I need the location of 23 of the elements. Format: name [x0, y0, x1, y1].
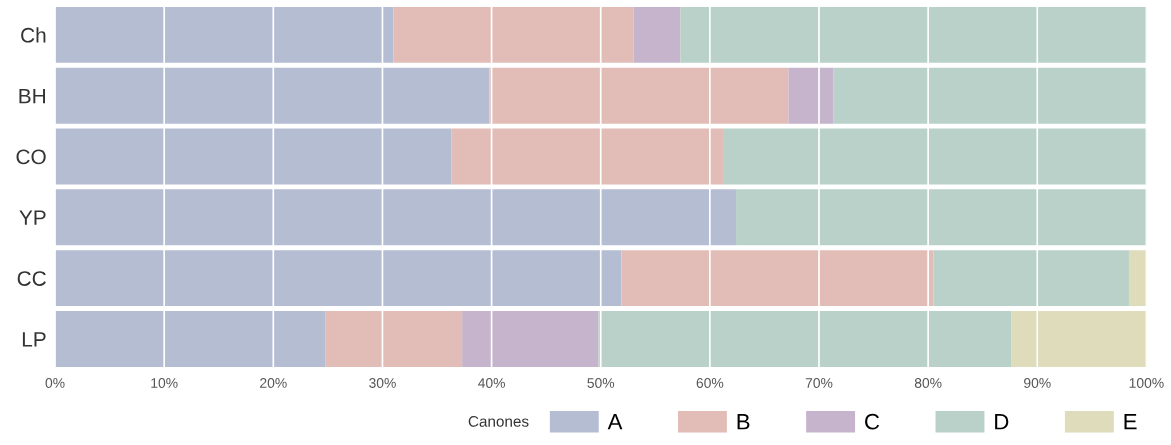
- legend-label: D: [995, 414, 1009, 430]
- y-tick-label: YP: [19, 210, 46, 225]
- y-tick-label: CC: [17, 271, 46, 286]
- legend-title: Canones: [468, 415, 529, 427]
- legend-label: A: [607, 414, 623, 430]
- x-tick-label: 50%: [587, 378, 615, 388]
- x-tick-label: 90%: [1024, 378, 1051, 388]
- x-tick-label: 100%: [1129, 378, 1164, 388]
- x-tick-label: 30%: [369, 378, 396, 388]
- x-tick-label: 0%: [45, 378, 65, 388]
- y-tick-label: BH: [19, 88, 45, 104]
- y-tick-label: CO: [16, 149, 46, 165]
- y-tick-label: Ch: [21, 27, 46, 43]
- x-tick-label: 60%: [696, 378, 724, 388]
- x-tick-label: 10%: [151, 378, 178, 388]
- x-tick-label: 80%: [914, 378, 942, 388]
- legend-label: B: [737, 414, 750, 430]
- legend-label: E: [1124, 414, 1137, 430]
- y-tick-label: LP: [22, 332, 46, 347]
- x-tick-label: 40%: [478, 378, 505, 388]
- x-tick-label: 20%: [260, 378, 287, 388]
- legend-label: C: [865, 413, 880, 430]
- x-tick-label: 70%: [805, 378, 833, 388]
